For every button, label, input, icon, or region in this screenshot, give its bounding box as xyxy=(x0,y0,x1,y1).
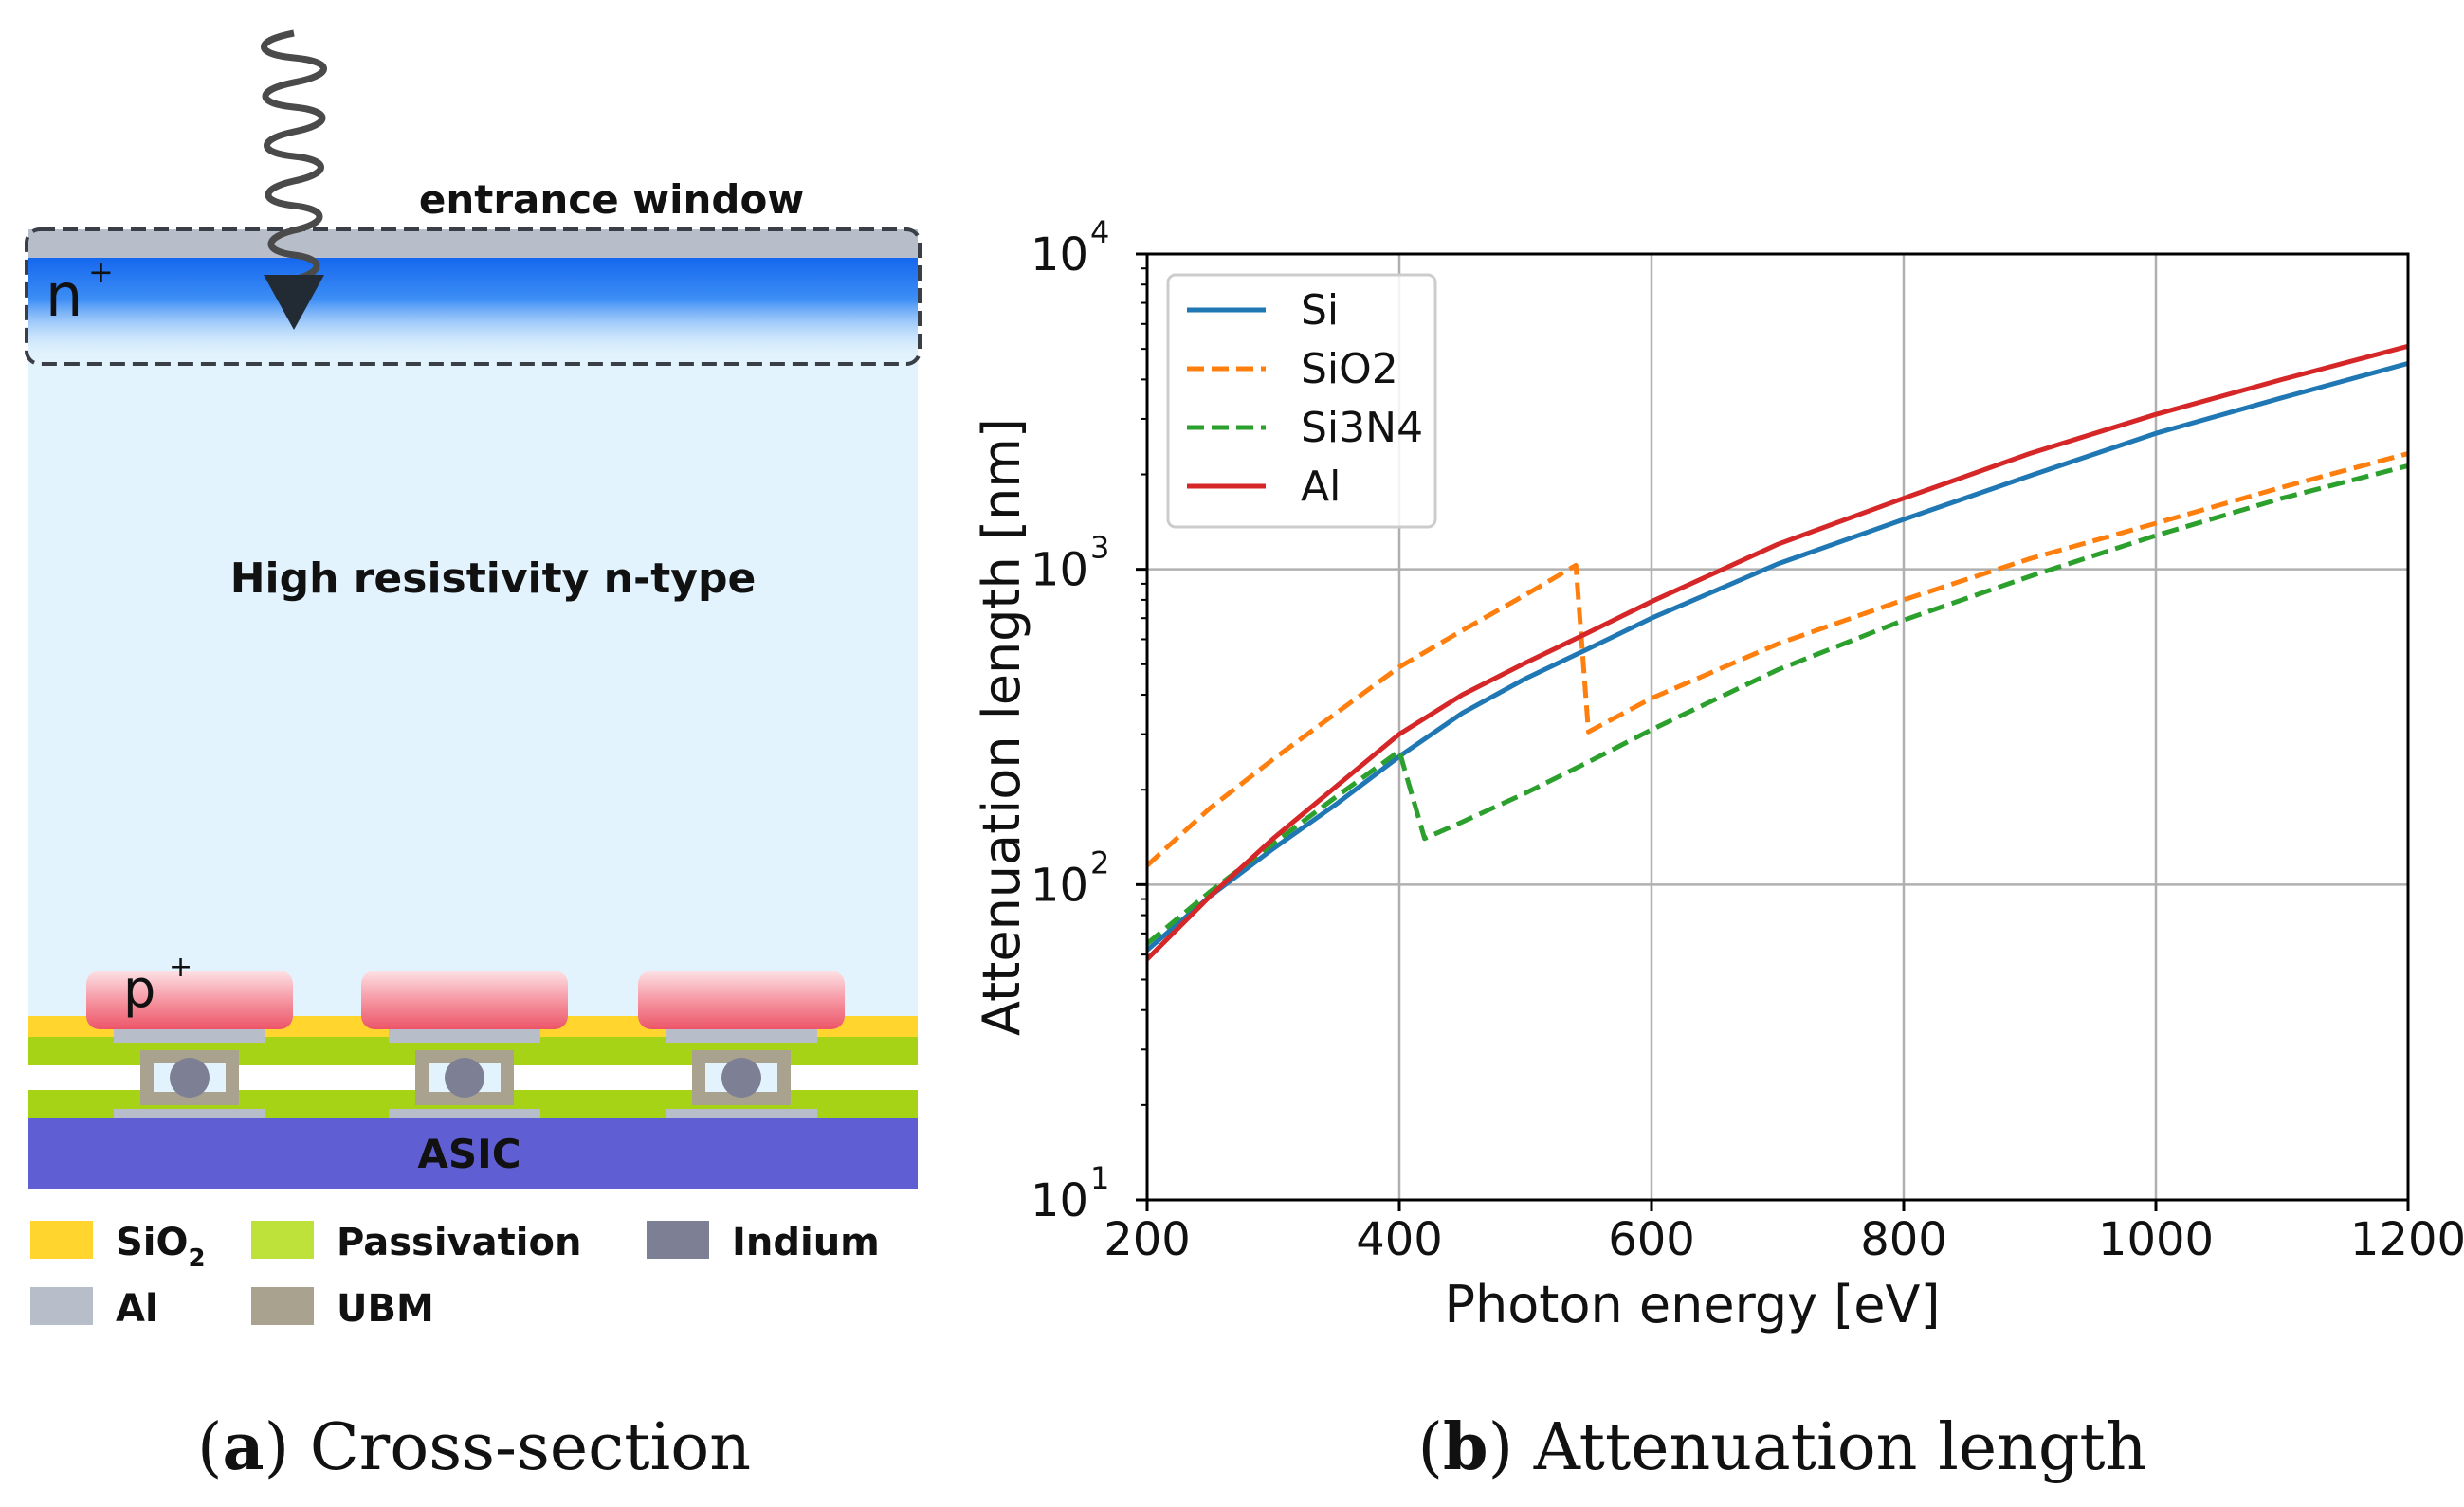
y-tick-label: 10 xyxy=(1031,859,1088,912)
al-contact-top xyxy=(666,1029,817,1043)
al-contact-top xyxy=(389,1029,540,1043)
entrance-window-outline xyxy=(25,227,922,366)
entrance-al-layer xyxy=(28,229,918,261)
nplus-superscript: + xyxy=(88,254,114,290)
legend-swatch-passivation xyxy=(251,1221,314,1259)
indium-bump xyxy=(721,1058,761,1098)
series-line-si3n4 xyxy=(1147,463,2408,946)
material-legend: SiO2 Passivation Indium Al UBM xyxy=(30,1221,880,1331)
nplus-label: n xyxy=(46,261,82,330)
al-contact-bottom xyxy=(114,1109,265,1120)
legend-label-si: Si xyxy=(1301,286,1339,335)
legend-label-si3n4: Si3N4 xyxy=(1301,404,1423,452)
legend-label-indium: Indium xyxy=(732,1221,880,1264)
ubm-bottom xyxy=(140,1092,239,1105)
photon-wave xyxy=(261,29,327,283)
y-axis-label: Attenuation length [nm] xyxy=(972,418,1031,1036)
y-tick-exponent: 4 xyxy=(1090,214,1109,250)
indium-bump xyxy=(445,1058,484,1098)
entrance-window-label: entrance window xyxy=(419,176,804,223)
ubm-right xyxy=(501,1050,514,1105)
ubm-top xyxy=(415,1050,514,1063)
x-tick-label: 400 xyxy=(1356,1213,1443,1266)
plot-frame xyxy=(1145,252,2410,1202)
al-contact-bottom xyxy=(666,1109,817,1120)
ubm-right xyxy=(777,1050,791,1105)
indium-bump xyxy=(170,1058,210,1098)
y-tick-exponent: 1 xyxy=(1090,1160,1109,1196)
ubm-top xyxy=(140,1050,239,1063)
ubm-left xyxy=(415,1050,429,1105)
legend-swatch-indium xyxy=(647,1221,709,1259)
nplus-region xyxy=(28,258,918,362)
legend-swatch-sio2 xyxy=(30,1221,93,1259)
asic-label: ASIC xyxy=(417,1131,520,1177)
cross-section-panel: entrance window n + High resistivity n-t… xyxy=(25,29,922,1485)
asic-layer xyxy=(28,1118,918,1189)
ubm-right xyxy=(226,1050,239,1105)
y-tick-exponent: 3 xyxy=(1090,530,1109,566)
chart-series-layer xyxy=(1147,343,2408,961)
pplus-implant xyxy=(361,971,568,1029)
legend-swatch-al xyxy=(30,1287,93,1325)
legend-swatch-ubm xyxy=(251,1287,314,1325)
ubm-top xyxy=(692,1050,791,1063)
x-tick-label: 600 xyxy=(1608,1213,1695,1266)
al-contact-bottom xyxy=(389,1109,540,1120)
ubm-bottom xyxy=(415,1092,514,1105)
legend-label-ubm: UBM xyxy=(337,1287,434,1331)
legend-label-sio2: SiO2 xyxy=(1301,345,1398,393)
caption-b: (b) Attenuation length xyxy=(1417,1409,2146,1485)
pixel-structures xyxy=(28,971,918,1120)
legend-label-passivation: Passivation xyxy=(337,1221,581,1264)
chart-legend: Si SiO2 Si3N4 Al xyxy=(1166,273,1437,529)
x-tick-label: 800 xyxy=(1860,1213,1947,1266)
photon-arrowhead-icon xyxy=(264,275,324,330)
y-tick-label: 10 xyxy=(1031,228,1088,281)
legend-label-sio2: SiO2 xyxy=(116,1221,206,1273)
pplus-superscript: + xyxy=(169,951,192,984)
al-contact-top xyxy=(114,1029,265,1043)
y-tick-label: 10 xyxy=(1031,1174,1088,1227)
pplus-label: p xyxy=(123,959,155,1019)
ubm-left xyxy=(692,1050,705,1105)
ubm-left xyxy=(140,1050,154,1105)
series-line-si xyxy=(1147,360,2408,953)
x-tick-label: 200 xyxy=(1104,1213,1191,1266)
legend-label-al: Al xyxy=(116,1287,158,1331)
y-tick-exponent: 2 xyxy=(1090,844,1109,881)
series-line-sio2 xyxy=(1147,451,2408,867)
pplus-implant xyxy=(638,971,845,1029)
x-axis-label: Photon energy [eV] xyxy=(1444,1275,1940,1335)
series-line-al xyxy=(1147,343,2408,961)
ubm-bottom xyxy=(692,1092,791,1105)
y-tick-label: 10 xyxy=(1031,544,1088,597)
x-tick-label: 1000 xyxy=(2098,1213,2214,1266)
legend-label-al: Al xyxy=(1301,463,1341,511)
bulk-label: High resistivity n-type xyxy=(230,554,757,603)
caption-a: (a) Cross-section xyxy=(197,1409,751,1485)
x-tick-label: 1200 xyxy=(2350,1213,2464,1266)
chart-legend-box xyxy=(1166,273,1437,529)
pplus-implant xyxy=(86,971,293,1029)
